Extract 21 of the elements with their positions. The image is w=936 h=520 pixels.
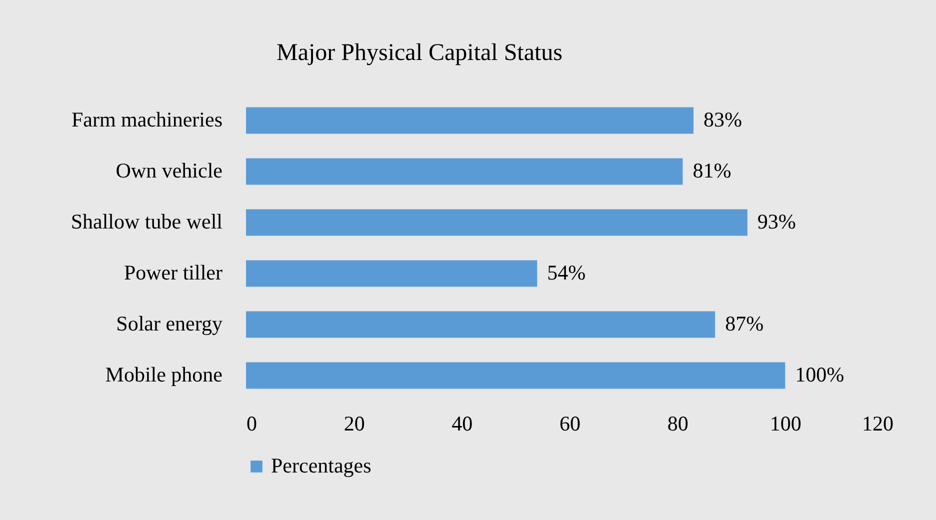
chart-title: Major Physical Capital Status	[276, 40, 562, 66]
data-label: 81%	[692, 158, 732, 182]
x-tick-label: 80	[667, 412, 688, 436]
x-tick-label: 60	[560, 412, 580, 436]
y-tick-label: Own vehicle	[116, 158, 222, 182]
y-tick-label: Power tiller	[124, 260, 223, 284]
data-label: 83%	[704, 108, 742, 132]
data-label: 100%	[795, 362, 844, 386]
y-tick-label: Mobile phone	[105, 362, 222, 386]
data-label: 54%	[547, 260, 586, 284]
x-tick-label: 20	[344, 412, 365, 436]
data-label: 87%	[725, 312, 764, 336]
y-tick-label: Farm machineries	[71, 108, 222, 132]
data-label: 93%	[757, 210, 796, 234]
x-tick-label: 0	[246, 412, 257, 436]
x-tick-label: 100	[770, 412, 802, 436]
y-tick-label: Solar energy	[116, 312, 223, 336]
legend-label: Percentages	[271, 454, 372, 478]
x-tick-label: 40	[452, 412, 473, 436]
y-tick-label: Shallow tube well	[70, 210, 223, 234]
x-tick-label: 120	[862, 412, 894, 436]
